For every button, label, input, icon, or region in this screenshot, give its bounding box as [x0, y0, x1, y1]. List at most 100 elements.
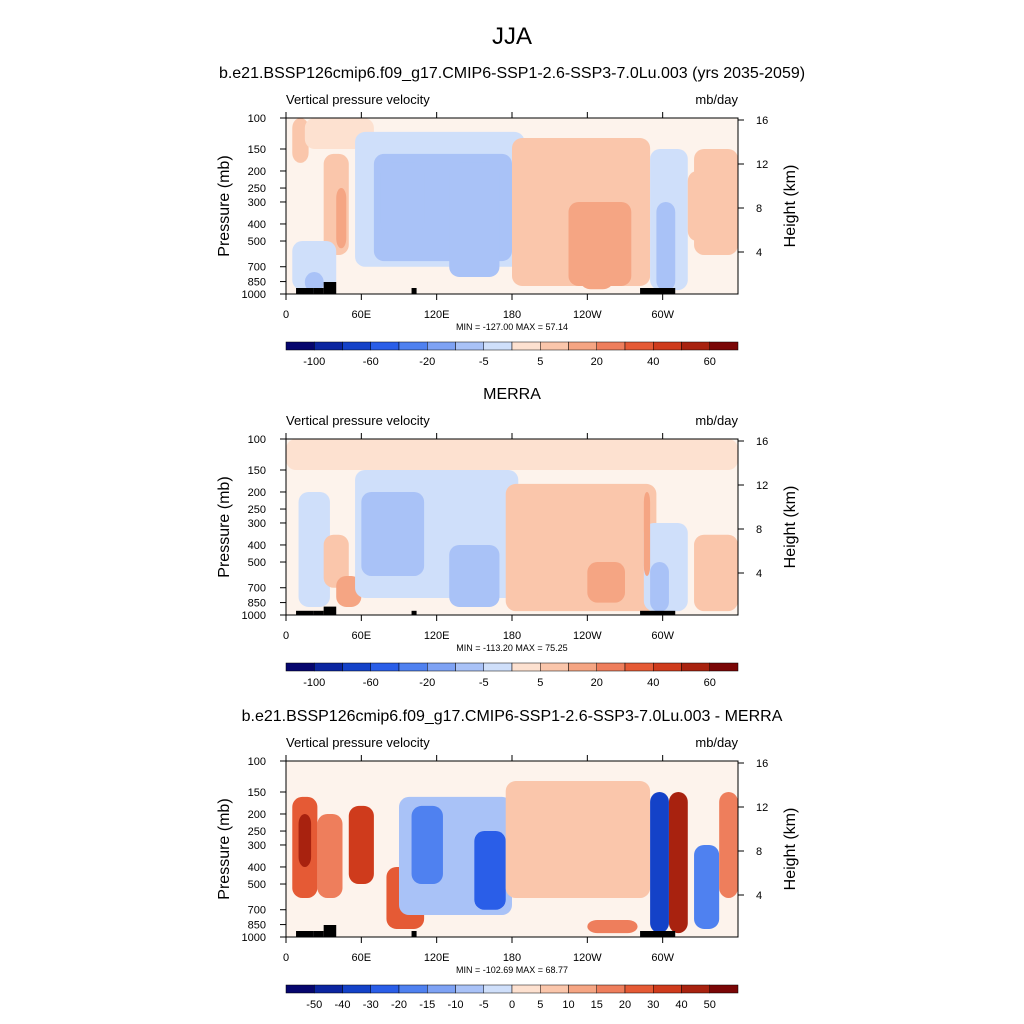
field-cell — [694, 844, 720, 929]
y-tick-label: 1000 — [242, 932, 266, 944]
colorbar-swatch — [342, 984, 371, 994]
topography-mark — [296, 288, 314, 294]
x-tick-label: 0 — [283, 952, 289, 964]
colorbar-label: 20 — [591, 677, 603, 689]
field-cell — [587, 562, 625, 603]
x-tick-label: 180 — [503, 952, 521, 964]
colorbar-swatch — [653, 662, 682, 672]
height-tick-label: 12 — [756, 480, 768, 492]
colorbar-swatch — [596, 662, 626, 672]
colorbar-swatch — [540, 662, 569, 672]
y-tick-label: 400 — [248, 540, 266, 552]
x-tick-label: 120W — [573, 952, 602, 964]
colorbar-label: 20 — [591, 356, 603, 368]
y-axis-label-right: Height (km) — [782, 486, 799, 569]
colorbar-label: -60 — [363, 356, 379, 368]
colorbar-label: 0 — [509, 999, 515, 1011]
field-cell — [643, 491, 651, 576]
colorbar-label: 40 — [647, 677, 659, 689]
colorbar-swatch — [596, 984, 626, 994]
x-tick-label: 60W — [651, 952, 674, 964]
x-tick-label: 180 — [503, 630, 521, 642]
field-cell — [668, 791, 688, 934]
colorbar-label: 40 — [647, 356, 659, 368]
y-tick-label: 300 — [248, 197, 266, 209]
colorbar-swatch — [455, 984, 484, 994]
colorbar-label: 50 — [704, 999, 716, 1011]
y-axis-label: Pressure (mb) — [216, 476, 233, 577]
colorbar-label: -20 — [419, 677, 435, 689]
y-tick-label: 700 — [248, 905, 266, 917]
field-cells — [286, 439, 738, 612]
minmax-label: MIN = -127.00 MAX = 57.14 — [456, 322, 568, 332]
colorbar-swatch — [427, 341, 456, 351]
y-axis-label: Pressure (mb) — [216, 155, 233, 256]
colorbar-swatch — [511, 341, 541, 351]
minmax-label: MIN = -102.69 MAX = 68.77 — [456, 965, 568, 975]
colorbar-swatch — [483, 984, 513, 994]
topography-mark — [640, 610, 676, 615]
field-cell — [323, 534, 349, 588]
field-cell — [304, 272, 324, 293]
figure-title: JJA — [492, 23, 532, 50]
colorbar-swatch — [681, 341, 710, 351]
y-tick-label: 200 — [248, 487, 266, 499]
x-tick-label: 0 — [283, 309, 289, 321]
y-tick-label: 300 — [248, 518, 266, 530]
height-tick-label: 16 — [756, 436, 768, 448]
y-tick-label: 150 — [248, 787, 266, 799]
height-tick-label: 12 — [756, 159, 768, 171]
panel-title: b.e21.BSSP126cmip6.f09_g17.CMIP6-SSP1-2.… — [219, 65, 805, 82]
colorbar-swatch — [511, 662, 541, 672]
x-tick-label: 120E — [424, 952, 450, 964]
colorbar-swatch — [624, 341, 654, 351]
y-tick-label: 300 — [248, 840, 266, 852]
topography-mark — [640, 288, 676, 294]
colorbar-swatch — [455, 341, 484, 351]
x-tick-label: 60E — [352, 952, 372, 964]
field-cell — [348, 805, 374, 885]
panel-title: MERRA — [483, 386, 541, 403]
y-tick-label: 400 — [248, 219, 266, 231]
right-string: mb/day — [695, 413, 738, 428]
colorbar-swatch — [370, 662, 400, 672]
colorbar-swatch — [342, 662, 371, 672]
y-axis-label: Pressure (mb) — [216, 798, 233, 899]
colorbar-label: 40 — [675, 999, 687, 1011]
field-cell — [581, 275, 613, 290]
field-cells — [292, 118, 738, 293]
y-axis-label-right: Height (km) — [782, 165, 799, 248]
colorbar-swatch — [709, 662, 739, 672]
colorbar: -50 -40 -30 -20 -15 -10 -5 0 5 10 15 20 30 40 50 — [285, 984, 739, 1011]
height-tick-label: 4 — [756, 247, 762, 259]
topography-mark — [296, 931, 314, 937]
colorbar-label: -20 — [419, 356, 435, 368]
colorbar-label: 5 — [537, 999, 543, 1011]
height-tick-label: 8 — [756, 203, 762, 215]
colorbar-label: 15 — [591, 999, 603, 1011]
field-cell — [474, 831, 506, 910]
topography-mark — [313, 610, 324, 615]
field-cell — [411, 805, 443, 885]
height-tick-label: 4 — [756, 890, 762, 902]
field-cell — [568, 201, 632, 286]
field-cell — [505, 781, 651, 898]
colorbar-swatch — [540, 341, 569, 351]
topography-mark — [411, 931, 417, 937]
colorbar-swatch — [624, 984, 654, 994]
colorbar-label: 10 — [562, 999, 574, 1011]
colorbar-swatch — [398, 341, 428, 351]
colorbar-label: -100 — [303, 356, 325, 368]
left-string: Vertical pressure velocity — [286, 92, 430, 107]
field-cell — [286, 439, 738, 470]
colorbar-label: -40 — [335, 999, 351, 1011]
field-cell — [292, 241, 337, 291]
colorbar-swatch — [427, 662, 456, 672]
topography-mark — [323, 606, 337, 615]
field-cell — [449, 162, 500, 277]
y-tick-label: 250 — [248, 504, 266, 516]
topography-mark — [296, 610, 314, 615]
field-cell — [336, 188, 347, 249]
panel-3: b.e21.BSSP126cmip6.f09_g17.CMIP6-SSP1-2.… — [216, 708, 799, 1011]
